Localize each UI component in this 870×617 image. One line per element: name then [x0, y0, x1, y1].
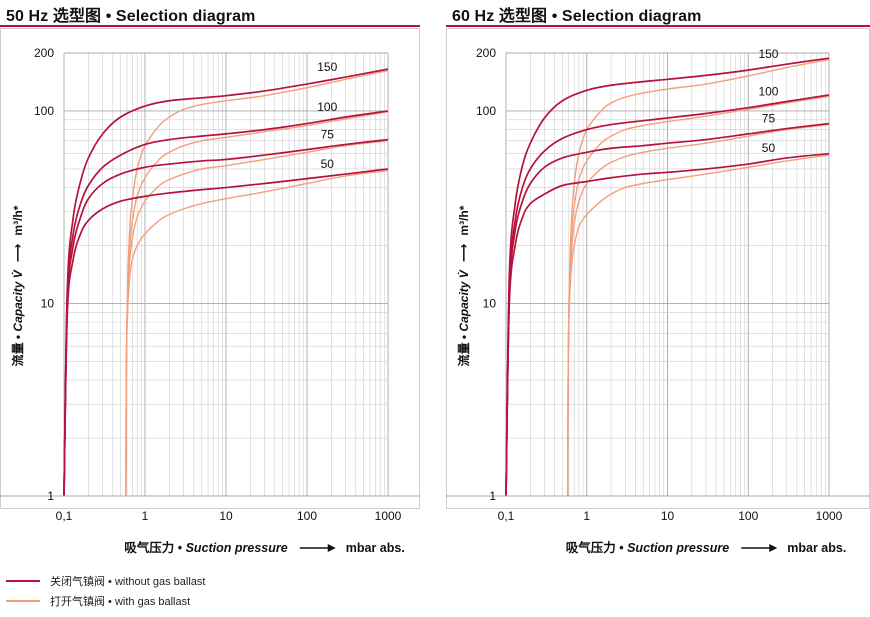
x-tick-label: 0,1 — [56, 509, 73, 523]
x-axis-label-en: Suction pressure — [186, 541, 288, 555]
x-axis-arrowhead-icon — [327, 544, 336, 552]
chart-axis-labels: 吸气压力 • Suction pressure mbar abs. 流量 • Cap… — [456, 205, 846, 555]
y-axis-label-cn: 流量 • — [456, 332, 471, 367]
legend-label-without-ballast: 关闭气镇阀 • without gas ballast — [50, 576, 206, 588]
series-label: 75 — [762, 112, 776, 126]
x-tick-label: 1000 — [816, 509, 843, 523]
legend-swatch-with-ballast — [6, 600, 40, 602]
title-rule-60hz — [446, 25, 870, 27]
y-axis-arrow-icon: ⟶ — [456, 244, 471, 263]
series-label: 100 — [758, 84, 778, 98]
chart-grid — [0, 28, 420, 509]
legend-label-with-ballast: 打开气镇阀 • with gas ballast — [50, 596, 191, 608]
y-axis-unit: m³/h* — [11, 205, 25, 235]
series-label: 100 — [317, 100, 337, 114]
curve-without-ballast-100 — [63, 110, 389, 497]
x-axis-unit: mbar abs. — [787, 541, 846, 555]
x-tick-label: 100 — [738, 509, 758, 523]
curve-without-ballast-75 — [505, 122, 830, 497]
title-rule-50hz — [0, 25, 420, 27]
curve-with-ballast-75-ballast — [566, 123, 830, 497]
chart-axis-labels: 吸气压力 • Suction pressure mbar abs. 流量 • Cap… — [10, 205, 405, 555]
legend-item-without-ballast: 关闭气镇阀 • without gas ballast — [6, 571, 205, 591]
chart-title-60hz: 60 Hz 选型图 • Selection diagram — [452, 8, 702, 25]
y-tick-label: 200 — [476, 46, 496, 60]
y-axis-label: 流量 • Capacity V̇ ⟶ m³/h* — [456, 205, 471, 366]
curve-without-ballast-75 — [63, 138, 389, 497]
curve-with-ballast-150-ballast — [125, 69, 389, 497]
y-axis-unit: m³/h* — [457, 205, 471, 235]
x-axis-arrowhead-icon — [769, 544, 778, 552]
y-tick-label: 1 — [489, 489, 496, 503]
x-tick-label: 100 — [297, 509, 317, 523]
chart-grid — [446, 28, 870, 509]
chart-legend: 关闭气镇阀 • without gas ballast 打开气镇阀 • with… — [6, 571, 205, 611]
legend-swatch-without-ballast — [6, 580, 40, 582]
series-label: 50 — [762, 141, 776, 155]
chart-series-labels: 150 100 75 50 — [758, 47, 778, 155]
x-tick-label: 1 — [142, 509, 149, 523]
curve-with-ballast-100-ballast — [566, 95, 830, 497]
series-label: 150 — [758, 47, 778, 61]
y-tick-label: 200 — [34, 46, 54, 60]
y-axis-label: 流量 • Capacity V̇ ⟶ m³/h* — [10, 205, 25, 366]
y-tick-label: 1 — [47, 489, 54, 503]
chart-series-labels: 150 100 75 50 — [317, 60, 337, 171]
y-axis-label-en: Capacity V̇ — [10, 269, 25, 331]
x-tick-label: 0,1 — [498, 509, 515, 523]
curve-with-ballast-50-ballast — [566, 154, 830, 497]
x-axis-label-en: Suction pressure — [627, 541, 729, 555]
curve-without-ballast-100 — [505, 94, 830, 497]
y-tick-label: 10 — [41, 296, 55, 310]
y-axis-arrow-icon: ⟶ — [10, 244, 25, 263]
y-tick-label: 10 — [483, 296, 497, 310]
legend-item-with-ballast: 打开气镇阀 • with gas ballast — [6, 591, 205, 611]
y-tick-label: 100 — [34, 104, 54, 118]
x-axis-label-cn: 吸气压力 • — [124, 540, 185, 555]
x-tick-label: 1 — [583, 509, 590, 523]
x-tick-label: 1000 — [375, 509, 402, 523]
series-label: 150 — [317, 60, 337, 74]
curve-without-ballast-150 — [505, 57, 830, 497]
curve-without-ballast-50 — [63, 168, 389, 497]
x-axis-label-cn: 吸气压力 • — [566, 540, 627, 555]
chart-title-50hz: 50 Hz 选型图 • Selection diagram — [6, 8, 256, 25]
series-label: 50 — [321, 157, 335, 171]
curve-without-ballast-150 — [63, 68, 389, 497]
x-tick-label: 10 — [661, 509, 675, 523]
series-label: 75 — [321, 127, 335, 141]
x-axis-unit: mbar abs. — [346, 541, 405, 555]
y-axis-label-en: Capacity V̇ — [456, 269, 471, 331]
chart-curves — [63, 68, 389, 497]
y-tick-label: 100 — [476, 104, 496, 118]
y-axis-label-cn: 流量 • — [10, 332, 25, 367]
curve-with-ballast-50-ballast — [125, 169, 389, 497]
x-axis-label: 吸气压力 • Suction pressure — [124, 540, 287, 555]
curve-without-ballast-50 — [505, 152, 830, 497]
chart-curves — [505, 57, 830, 497]
panel-border — [0, 28, 420, 509]
x-axis-label: 吸气压力 • Suction pressure — [566, 540, 729, 555]
x-tick-label: 10 — [219, 509, 233, 523]
